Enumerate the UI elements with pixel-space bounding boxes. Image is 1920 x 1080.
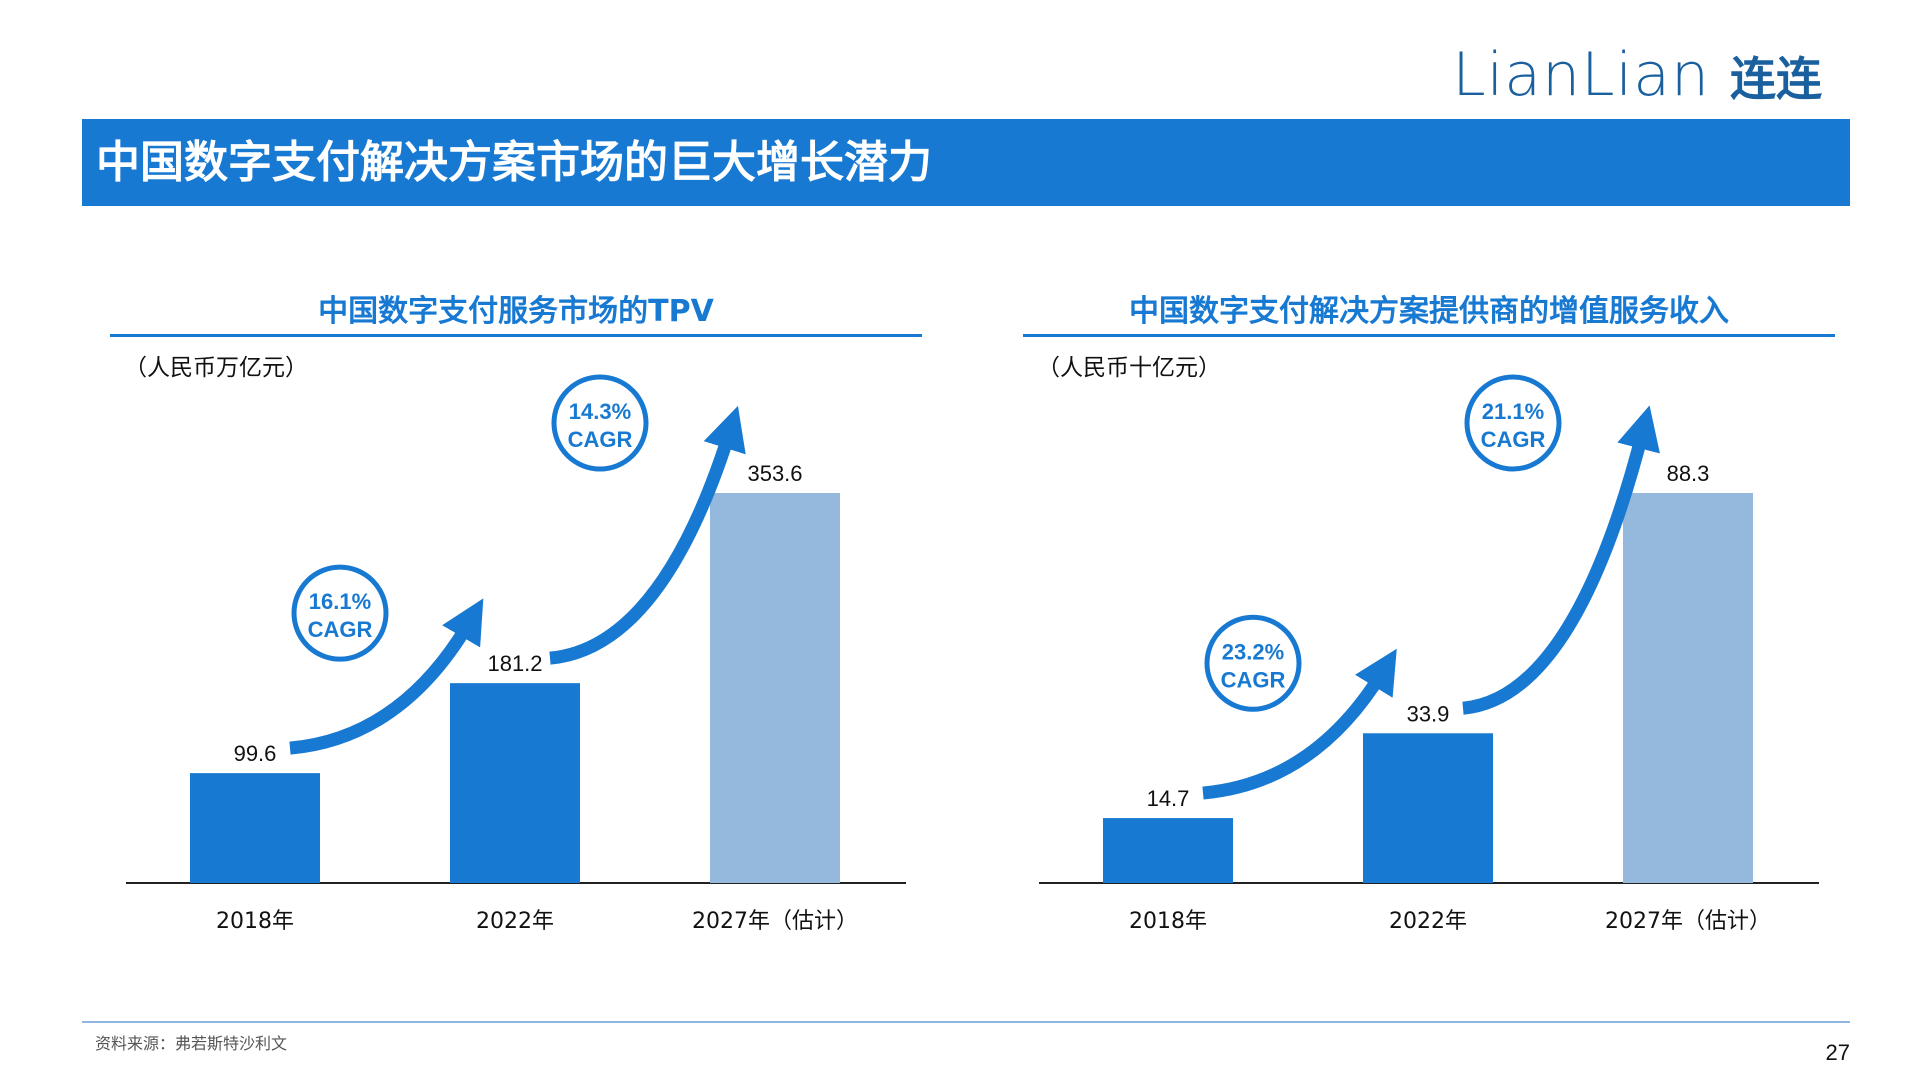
value-added-revenue-chart-plot: 14.7 2018年 33.9 2022年 88.3 2027年（估计） 23.2% CAGR… — [1039, 374, 1819, 934]
cagr-arrow — [1202, 648, 1397, 800]
page-title: 中国数字支付解决方案市场的巨大增长潜力 — [82, 119, 1850, 206]
bar-3 — [1623, 493, 1753, 883]
logo-text-cn: 连连 — [1730, 52, 1822, 106]
bar-1 — [190, 773, 320, 883]
bar-value-label: 88.3 — [1667, 461, 1710, 486]
value-added-revenue-chart: 中国数字支付解决方案提供商的增值服务收入 （人民币十亿元） 14.7 2018年 3… — [1023, 280, 1835, 960]
source-note: 资料来源：弗若斯特沙利文 — [95, 1034, 288, 1053]
cagr-badge — [1464, 374, 1562, 472]
logo-text-en: LianLian — [1452, 40, 1710, 110]
chart-unit-label: （人民币十亿元） — [1037, 355, 1221, 381]
tpv-chart: 中国数字支付服务市场的TPV （人民币万亿元） 99.6 2018年 181.2 20… — [110, 280, 922, 960]
cagr-label: CAGR — [1481, 427, 1546, 452]
cagr-arrow — [289, 598, 484, 755]
cagr-label: CAGR — [568, 427, 633, 452]
chart-title-underline — [1023, 334, 1835, 337]
cagr-badge — [551, 374, 649, 472]
cagr-arrow — [549, 405, 746, 665]
category-label: 2027年（估计） — [1605, 909, 1771, 934]
category-label: 2027年（估计） — [692, 909, 858, 934]
category-label: 2018年 — [216, 909, 294, 934]
cagr-label: CAGR — [1221, 667, 1286, 692]
company-logo: LianLian 连连 — [1452, 40, 1822, 110]
bar-value-label: 99.6 — [234, 741, 277, 766]
footer-divider — [82, 1021, 1850, 1023]
bar-value-label: 353.6 — [747, 461, 802, 486]
chart-title: 中国数字支付解决方案提供商的增值服务收入 — [1129, 294, 1729, 329]
bar-value-label: 14.7 — [1147, 786, 1190, 811]
bar-1 — [1103, 818, 1233, 883]
cagr-rate: 21.1% — [1482, 399, 1544, 424]
cagr-label: CAGR — [308, 617, 373, 642]
tpv-chart-plot: 99.6 2018年 181.2 2022年 353.6 2027年（估计） 16.1% CA… — [126, 374, 906, 934]
cagr-arrow — [1462, 405, 1660, 715]
category-label: 2022年 — [1389, 909, 1467, 934]
cagr-badge — [1204, 614, 1302, 712]
bar-value-label: 181.2 — [487, 651, 542, 676]
page-number: 27 — [1825, 1040, 1850, 1065]
chart-unit-label: （人民币万亿元） — [124, 355, 308, 381]
bar-value-label: 33.9 — [1407, 701, 1450, 726]
cagr-badge — [291, 564, 389, 662]
category-label: 2022年 — [476, 909, 554, 934]
bar-2 — [1363, 733, 1493, 883]
bar-2 — [450, 683, 580, 883]
chart-title-underline — [110, 334, 922, 337]
chart-title: 中国数字支付服务市场的TPV — [318, 294, 714, 329]
cagr-rate: 16.1% — [309, 589, 371, 614]
cagr-rate: 23.2% — [1222, 639, 1284, 664]
category-label: 2018年 — [1129, 909, 1207, 934]
cagr-rate: 14.3% — [569, 399, 631, 424]
bar-3 — [710, 493, 840, 883]
